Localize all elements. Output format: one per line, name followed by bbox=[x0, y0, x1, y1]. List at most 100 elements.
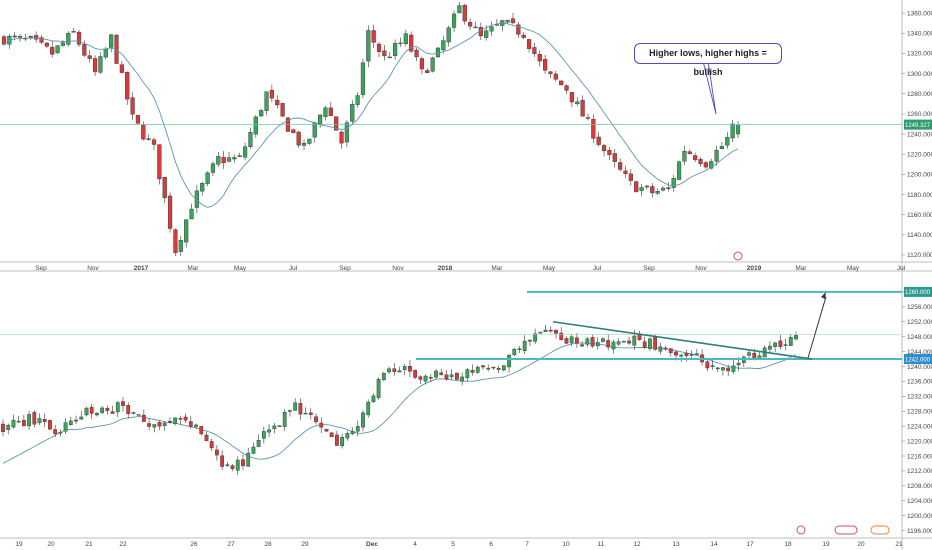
top-y-tick-label: 1240.000 bbox=[907, 131, 932, 138]
bottom-candle-body bbox=[157, 422, 162, 427]
bottom-candle-body bbox=[183, 416, 188, 421]
bottom-candle-body bbox=[1, 423, 5, 432]
bottom-candle-body bbox=[627, 340, 631, 344]
top-candle-body bbox=[157, 144, 162, 180]
top-candle-body bbox=[580, 99, 585, 117]
bottom-candle-body bbox=[21, 419, 26, 427]
bottom-candle-body bbox=[434, 370, 438, 378]
top-candle-body bbox=[489, 26, 494, 32]
top-y-tick-label: 1340.000 bbox=[907, 31, 932, 38]
top-candle-body bbox=[264, 91, 269, 111]
bottom-x-tick-label: 20 bbox=[47, 541, 55, 548]
top-candle-body bbox=[693, 155, 698, 161]
bottom-candle-body bbox=[42, 419, 47, 423]
bottom-candle-body bbox=[58, 432, 63, 434]
bottom-candle-body bbox=[235, 459, 240, 471]
top-candle-body bbox=[548, 71, 553, 74]
top-candle-body bbox=[521, 34, 526, 38]
top-y-tick-label: 1280.000 bbox=[907, 91, 932, 98]
top-candle-body bbox=[323, 107, 328, 117]
top-candle-body bbox=[446, 27, 451, 43]
bottom-candle-body bbox=[371, 395, 376, 402]
bottom-x-tick-label: 4 bbox=[413, 541, 417, 548]
bottom-y-tick-label: 1220.000 bbox=[907, 438, 932, 445]
bottom-candle-body bbox=[308, 412, 313, 415]
bottom-candle-body bbox=[381, 372, 386, 380]
bottom-candle-body bbox=[642, 341, 647, 348]
top-candle-body bbox=[34, 35, 39, 40]
bottom-candle-body bbox=[585, 338, 590, 345]
top-candle-body bbox=[451, 13, 457, 28]
top-candle-body bbox=[269, 89, 274, 99]
top-x-tick-label: May bbox=[543, 265, 556, 272]
bottom-x-tick-label: 22 bbox=[119, 541, 127, 548]
bottom-x-tick-label: 10 bbox=[562, 541, 570, 548]
top-candle-body bbox=[184, 219, 189, 243]
annotation-callout[interactable]: Higher lows, higher highs = bullish bbox=[634, 43, 782, 77]
bottom-candle-body bbox=[147, 423, 151, 427]
projection-arrow-head bbox=[821, 292, 826, 299]
bottom-candle-body bbox=[554, 329, 558, 334]
bottom-candle-body bbox=[48, 420, 52, 430]
bottom-candle-body bbox=[63, 422, 68, 432]
top-candle-body bbox=[232, 157, 237, 160]
top-candle-body bbox=[109, 34, 114, 48]
top-candle-body bbox=[403, 33, 408, 45]
bottom-candle-body bbox=[439, 372, 444, 376]
bottom-x-tick-label: 19 bbox=[15, 541, 23, 548]
top-candle-body bbox=[510, 18, 516, 24]
event-flag-icon bbox=[733, 251, 743, 261]
top-candle-body bbox=[618, 162, 623, 170]
top-candle-body bbox=[50, 46, 55, 55]
bottom-candle-body bbox=[418, 376, 423, 380]
bottom-candle-body bbox=[199, 426, 204, 435]
top-candle-body bbox=[409, 34, 414, 52]
top-candle-body bbox=[71, 31, 76, 33]
level-price-text: 1260.000 bbox=[905, 290, 931, 296]
bottom-candle-body bbox=[507, 355, 511, 368]
bottom-candle-body bbox=[324, 428, 329, 432]
bottom-x-tick-label: 26 bbox=[190, 541, 198, 548]
top-candle-body bbox=[660, 187, 666, 191]
top-candle-body bbox=[714, 149, 719, 162]
top-candle-body bbox=[393, 43, 398, 56]
top-candle-body bbox=[296, 131, 301, 146]
bottom-candle-body bbox=[272, 425, 277, 430]
top-candle-body bbox=[371, 30, 376, 43]
top-x-tick-label: 2017 bbox=[134, 265, 149, 272]
bottom-candle-body bbox=[392, 368, 397, 373]
top-candle-body bbox=[242, 146, 248, 158]
bottom-candle-body bbox=[209, 441, 214, 449]
top-y-tick-label: 1360.000 bbox=[907, 10, 932, 17]
top-candle-body bbox=[687, 151, 692, 154]
bottom-candle-body bbox=[470, 369, 475, 373]
top-candle-body bbox=[559, 80, 564, 86]
event-flag-icon bbox=[834, 525, 858, 535]
bottom-x-tick-label: 7 bbox=[525, 541, 529, 548]
bottom-candle-body bbox=[694, 353, 699, 355]
bottom-candle-body bbox=[486, 367, 491, 370]
bottom-candle-body bbox=[397, 370, 402, 373]
top-candle-body bbox=[318, 114, 323, 125]
top-candle-body bbox=[644, 185, 650, 188]
bottom-candle-body bbox=[131, 412, 136, 414]
bottom-candle-body bbox=[173, 417, 178, 425]
top-x-tick-label: Mar bbox=[187, 265, 199, 272]
bottom-candle-body bbox=[569, 336, 574, 343]
bottom-candle-body bbox=[601, 338, 605, 342]
bottom-candle-body bbox=[736, 362, 741, 366]
bottom-candle-body bbox=[95, 412, 99, 416]
top-candle-body bbox=[719, 145, 725, 149]
top-candle-body bbox=[639, 187, 644, 191]
top-candle-body bbox=[569, 92, 575, 103]
top-candle-body bbox=[194, 190, 199, 208]
top-candle-body bbox=[735, 124, 741, 135]
top-candle-body bbox=[221, 156, 226, 164]
bottom-candle-body bbox=[303, 412, 308, 415]
top-candle-body bbox=[698, 159, 703, 165]
bottom-candle-body bbox=[522, 340, 527, 352]
bottom-candle-body bbox=[705, 361, 710, 369]
